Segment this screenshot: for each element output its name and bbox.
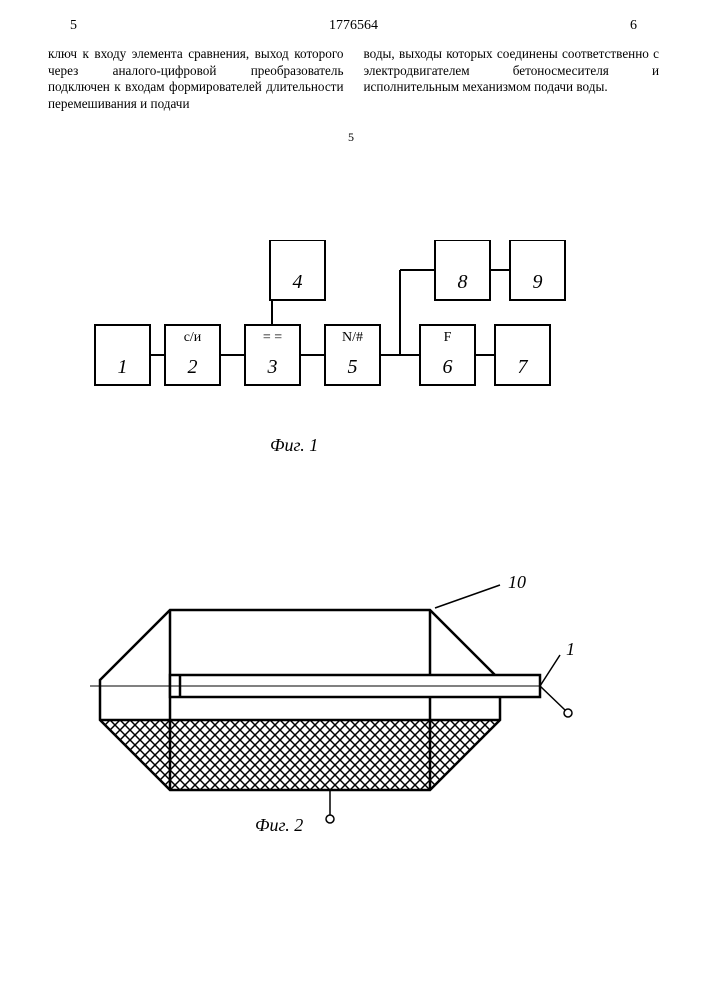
svg-text:2: 2 [188,356,198,378]
body-text: ключ к входу элемента сравнения, выход к… [0,34,707,112]
svg-text:3: 3 [267,356,278,378]
svg-text:9: 9 [533,271,543,293]
svg-text:= =: = = [263,330,282,345]
svg-text:5: 5 [348,356,358,378]
patent-number: 1776564 [329,18,378,34]
svg-text:с/и: с/и [184,330,202,345]
svg-text:7: 7 [518,356,529,378]
figure-1-caption: Фиг. 1 [270,435,318,456]
figure-1-diagram: 1 2 с/и 3 = = 5 N/# 6 F 7 4 8 9 [0,240,707,460]
figure-2-diagram: 10 1 [0,560,707,840]
margin-line-number: 5 [348,130,354,145]
text-column-left: ключ к входу элемента сравнения, выход к… [48,46,344,112]
svg-text:4: 4 [293,271,303,293]
figure-2: 10 1 Фиг. 2 [0,560,707,840]
svg-text:N/#: N/# [342,330,363,345]
svg-text:1: 1 [566,639,575,659]
svg-text:F: F [444,330,452,345]
svg-text:6: 6 [443,356,453,378]
figure-2-caption: Фиг. 2 [255,815,303,836]
svg-text:10: 10 [508,572,526,592]
page-number-left: 5 [70,18,77,34]
svg-text:8: 8 [458,271,468,293]
text-column-right: воды, выходы которых соединены соответст… [364,46,660,112]
svg-text:1: 1 [118,356,128,378]
figure-1: 1 2 с/и 3 = = 5 N/# 6 F 7 4 8 9 Фиг. 1 [0,240,707,500]
page-number-right: 6 [630,18,637,34]
